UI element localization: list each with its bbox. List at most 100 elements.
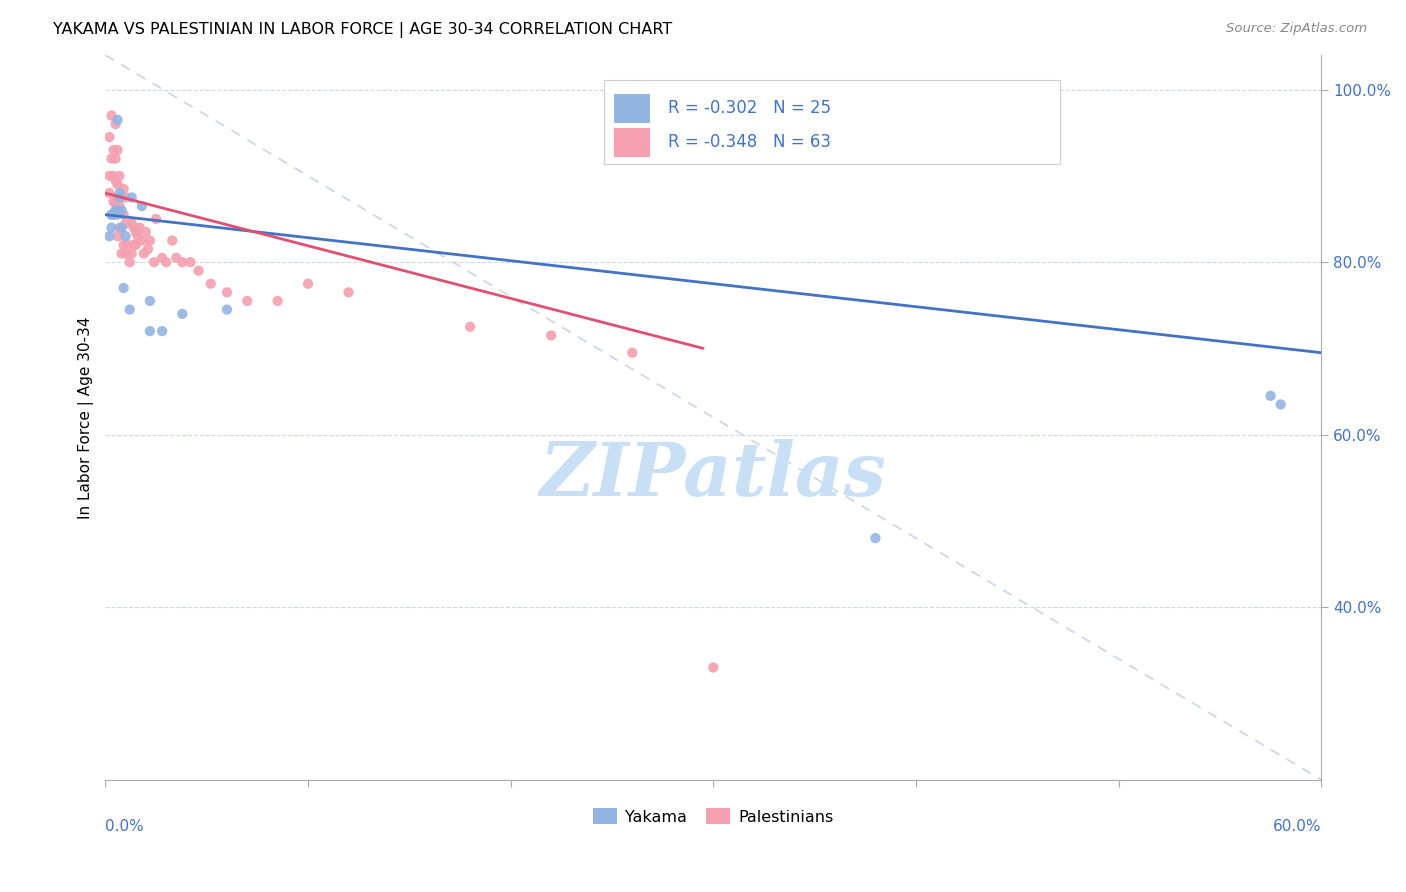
- Point: [131, 199, 153, 213]
- Point: [139, 324, 162, 338]
- Point: [121, 246, 143, 260]
- Point: [107, 208, 129, 222]
- Point: [337, 285, 360, 300]
- Point: [104, 117, 127, 131]
- Point: [172, 307, 194, 321]
- Point: [107, 178, 129, 192]
- Point: [110, 203, 132, 218]
- Point: [131, 234, 153, 248]
- Point: [110, 246, 132, 260]
- Point: [127, 229, 149, 244]
- Point: [125, 225, 148, 239]
- Point: [112, 208, 135, 222]
- Point: [236, 293, 259, 308]
- Point: [100, 108, 122, 122]
- Text: 0.0%: 0.0%: [105, 820, 145, 835]
- Point: [100, 152, 122, 166]
- Point: [104, 203, 127, 218]
- Point: [107, 203, 129, 218]
- Point: [135, 225, 157, 239]
- Point: [107, 112, 129, 127]
- Point: [121, 216, 143, 230]
- Point: [118, 255, 141, 269]
- Point: [98, 229, 121, 244]
- Point: [266, 293, 288, 308]
- Point: [139, 293, 162, 308]
- Point: [702, 660, 724, 674]
- Point: [100, 208, 122, 222]
- Point: [112, 182, 135, 196]
- Point: [114, 246, 136, 260]
- Point: [121, 190, 143, 204]
- FancyBboxPatch shape: [603, 80, 1060, 164]
- Point: [103, 208, 125, 222]
- FancyBboxPatch shape: [613, 94, 650, 122]
- Point: [865, 531, 887, 545]
- Point: [98, 169, 121, 183]
- Point: [100, 208, 122, 222]
- Point: [108, 190, 131, 204]
- Point: [621, 345, 644, 359]
- Text: R = -0.302   N = 25: R = -0.302 N = 25: [668, 99, 831, 117]
- Point: [114, 216, 136, 230]
- Text: ZIPatlas: ZIPatlas: [540, 439, 887, 512]
- Point: [100, 220, 122, 235]
- Point: [162, 234, 184, 248]
- Point: [297, 277, 319, 291]
- Point: [172, 255, 194, 269]
- Point: [108, 220, 131, 235]
- Point: [110, 220, 132, 235]
- FancyBboxPatch shape: [613, 128, 650, 157]
- Point: [143, 255, 166, 269]
- Legend: Yakama, Palestinians: Yakama, Palestinians: [586, 802, 839, 831]
- Text: 60.0%: 60.0%: [1272, 820, 1322, 835]
- Point: [540, 328, 562, 343]
- Text: Source: ZipAtlas.com: Source: ZipAtlas.com: [1226, 22, 1367, 36]
- Point: [1260, 389, 1282, 403]
- Point: [114, 190, 136, 204]
- Point: [215, 302, 238, 317]
- Point: [104, 203, 127, 218]
- Point: [145, 212, 167, 227]
- Point: [118, 302, 141, 317]
- Point: [110, 220, 132, 235]
- Point: [98, 186, 121, 201]
- Point: [112, 238, 135, 252]
- Point: [108, 186, 131, 201]
- Point: [112, 281, 135, 295]
- Point: [150, 251, 173, 265]
- Point: [104, 152, 127, 166]
- Point: [122, 238, 145, 252]
- Point: [1270, 397, 1292, 411]
- Point: [103, 194, 125, 209]
- Point: [104, 173, 127, 187]
- Point: [103, 169, 125, 183]
- Point: [458, 319, 481, 334]
- Text: YAKAMA VS PALESTINIAN IN LABOR FORCE | AGE 30-34 CORRELATION CHART: YAKAMA VS PALESTINIAN IN LABOR FORCE | A…: [53, 22, 672, 38]
- Point: [103, 143, 125, 157]
- Point: [114, 229, 136, 244]
- Point: [110, 190, 132, 204]
- Point: [200, 277, 222, 291]
- Point: [104, 194, 127, 209]
- Point: [108, 199, 131, 213]
- Point: [179, 255, 201, 269]
- Point: [165, 251, 187, 265]
- Point: [107, 229, 129, 244]
- Point: [132, 246, 155, 260]
- Point: [125, 238, 148, 252]
- Point: [215, 285, 238, 300]
- Point: [150, 324, 173, 338]
- Point: [98, 130, 121, 145]
- Y-axis label: In Labor Force | Age 30-34: In Labor Force | Age 30-34: [79, 316, 94, 518]
- Point: [139, 234, 162, 248]
- Point: [136, 242, 159, 256]
- Point: [155, 255, 177, 269]
- Point: [108, 169, 131, 183]
- Point: [122, 220, 145, 235]
- Point: [128, 220, 150, 235]
- Point: [107, 143, 129, 157]
- Point: [117, 238, 139, 252]
- Point: [187, 264, 209, 278]
- Text: R = -0.348   N = 63: R = -0.348 N = 63: [668, 133, 831, 151]
